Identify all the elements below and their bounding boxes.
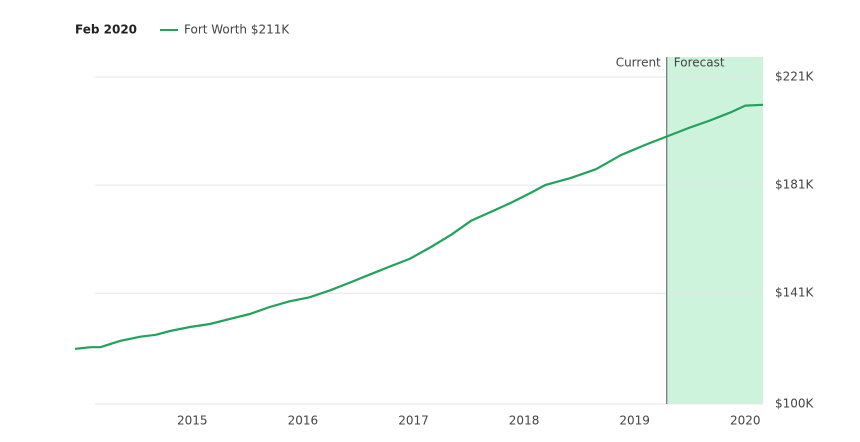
forecast-region bbox=[666, 57, 763, 404]
x-tick-label: 2015 bbox=[177, 414, 208, 428]
y-tick-label: $221K bbox=[775, 70, 815, 84]
forecast-label: Forecast bbox=[674, 56, 725, 70]
y-tick-label: $141K bbox=[775, 286, 815, 300]
header: Feb 2020 bbox=[75, 23, 137, 37]
current-label: Current bbox=[616, 56, 661, 70]
x-tick-label: 2019 bbox=[619, 414, 650, 428]
x-tick-label: 2017 bbox=[398, 414, 429, 428]
x-tick-label: 2016 bbox=[288, 414, 319, 428]
y-tick-label: $181K bbox=[775, 178, 815, 192]
x-tick-label: 2018 bbox=[509, 414, 540, 428]
x-tick-label: 2020 bbox=[730, 414, 761, 428]
legend-label: Fort Worth $211K bbox=[184, 23, 290, 37]
series-line bbox=[74, 103, 764, 350]
y-tick-label: $100K bbox=[775, 397, 815, 411]
